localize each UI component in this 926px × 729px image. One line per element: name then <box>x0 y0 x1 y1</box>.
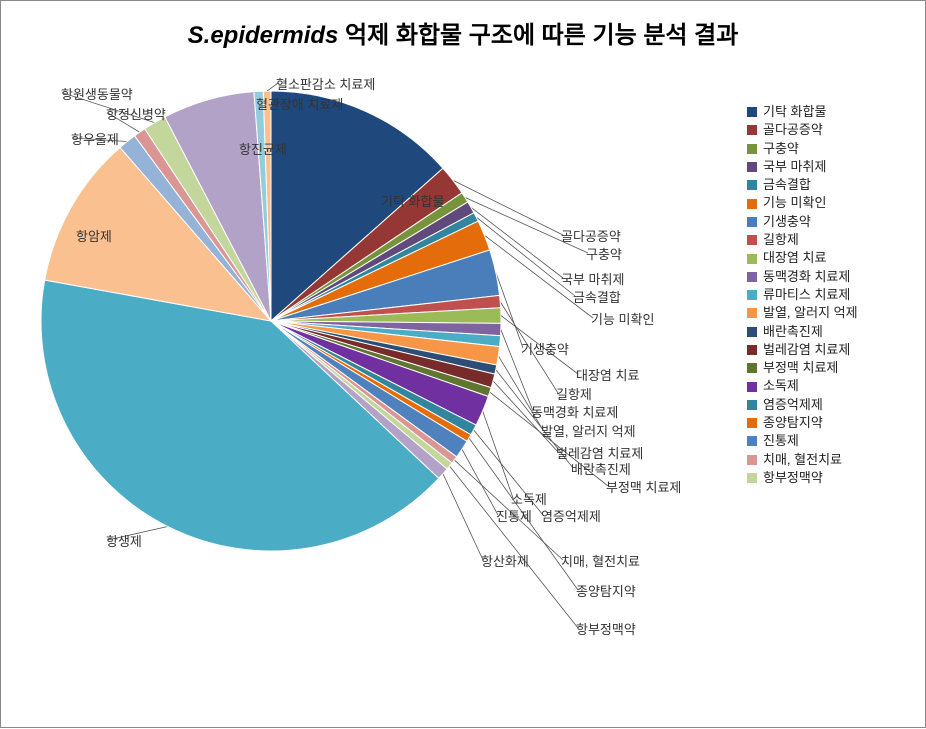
legend-swatch <box>747 363 757 373</box>
leader-line <box>501 316 578 374</box>
legend-item: 금속결합 <box>747 178 897 192</box>
slice-label: 항부정맥약 <box>576 619 636 638</box>
legend-label: 골다공증약 <box>763 123 823 137</box>
legend-label: 발열, 알러지 억제 <box>763 306 858 320</box>
slice-label: 벌레감염 치료제 <box>556 443 643 462</box>
legend-item: 길항제 <box>747 233 897 247</box>
legend-swatch <box>747 162 757 172</box>
slice-label: 구충약 <box>586 244 622 263</box>
legend-swatch <box>747 308 757 318</box>
legend-swatch <box>747 455 757 465</box>
legend-swatch <box>747 199 757 209</box>
legend-label: 배란촉진제 <box>763 325 823 339</box>
legend-item: 부정맥 치료제 <box>747 361 897 375</box>
slice-label: 골다공증약 <box>561 226 621 245</box>
legend-label: 벌레감염 치료제 <box>763 343 850 357</box>
legend-label: 류마티스 치료제 <box>763 288 850 302</box>
legend-swatch <box>747 180 757 190</box>
legend-label: 길항제 <box>763 233 799 247</box>
legend-swatch <box>747 473 757 483</box>
pie-chart <box>41 91 501 551</box>
legend-item: 종양탐지약 <box>747 416 897 430</box>
slice-label: 금속결합 <box>573 287 621 306</box>
leader-line <box>267 83 278 91</box>
legend-swatch <box>747 345 757 355</box>
legend-label: 종양탐지약 <box>763 416 823 430</box>
slice-label: 배란촉진제 <box>571 459 631 478</box>
slice-label: 길항제 <box>556 384 592 403</box>
legend-item: 기생충약 <box>747 215 897 229</box>
legend-label: 진통제 <box>763 434 799 448</box>
slice-label: 동맥경화 치료제 <box>531 402 618 421</box>
legend-swatch <box>747 235 757 245</box>
legend-swatch <box>747 254 757 264</box>
legend-item: 동맥경화 치료제 <box>747 270 897 284</box>
slice-label: 대장염 치료 <box>576 365 639 384</box>
slice-label: 진통제 <box>496 506 532 525</box>
legend-item: 국부 마취제 <box>747 160 897 174</box>
legend-item: 소독제 <box>747 379 897 393</box>
slice-label: 항산화제 <box>481 551 529 570</box>
legend-item: 기능 미확인 <box>747 196 897 210</box>
legend-item: 발열, 알러지 억제 <box>747 306 897 320</box>
legend-label: 대장염 치료 <box>763 251 826 265</box>
legend-label: 금속결합 <box>763 178 811 192</box>
slice-label: 발열, 알러지 억제 <box>541 421 636 440</box>
legend-label: 염증억제제 <box>763 398 823 412</box>
legend-item: 염증억제제 <box>747 398 897 412</box>
legend-swatch <box>747 217 757 227</box>
legend: 기탁 화합물골다공증약구충약국부 마취제금속결합기능 미확인기생충약길항제대장염… <box>747 101 897 489</box>
legend-label: 구충약 <box>763 142 799 156</box>
slice-label: 종양탐지약 <box>576 581 636 600</box>
legend-swatch <box>747 144 757 154</box>
legend-label: 항부정맥약 <box>763 471 823 485</box>
leader-line <box>490 392 608 486</box>
slice-label: 치매, 혈전치료 <box>561 551 640 570</box>
legend-item: 진통제 <box>747 434 897 448</box>
legend-swatch <box>747 272 757 282</box>
chart-title: S.epidermids 억제 화합물 구조에 따른 기능 분석 결과 <box>1 15 925 50</box>
leader-line <box>501 330 533 411</box>
legend-swatch <box>747 125 757 135</box>
legend-item: 류마티스 치료제 <box>747 288 897 302</box>
leader-line <box>493 381 558 452</box>
legend-swatch <box>747 418 757 428</box>
slice-label: 염증억제제 <box>541 506 601 525</box>
legend-swatch <box>747 290 757 300</box>
legend-label: 치매, 혈전치료 <box>763 453 842 467</box>
slice-label: 부정맥 치료제 <box>606 477 681 496</box>
legend-swatch <box>747 327 757 337</box>
legend-label: 기생충약 <box>763 215 811 229</box>
leader-line <box>496 370 573 468</box>
legend-swatch <box>747 436 757 446</box>
legend-item: 대장염 치료 <box>747 251 897 265</box>
title-rest: 억제 화합물 구조에 따른 기능 분석 결과 <box>338 22 738 49</box>
legend-item: 구충약 <box>747 142 897 156</box>
legend-swatch <box>747 400 757 410</box>
legend-swatch <box>747 107 757 117</box>
chart-frame: S.epidermids 억제 화합물 구조에 따른 기능 분석 결과 기탁 화… <box>0 0 926 728</box>
title-italic: S.epidermids <box>188 22 339 49</box>
legend-label: 국부 마취제 <box>763 160 826 174</box>
slice-label: 국부 마취제 <box>561 269 624 288</box>
slice-label: 기생충약 <box>521 339 569 358</box>
legend-item: 벌레감염 치료제 <box>747 343 897 357</box>
slice-label: 소독제 <box>511 489 547 508</box>
slice-label: 기능 미확인 <box>591 309 654 328</box>
legend-item: 골다공증약 <box>747 123 897 137</box>
legend-item: 기탁 화합물 <box>747 105 897 119</box>
legend-label: 소독제 <box>763 379 799 393</box>
leader-line <box>500 302 558 393</box>
legend-item: 항부정맥약 <box>747 471 897 485</box>
legend-label: 기탁 화합물 <box>763 105 826 119</box>
legend-item: 치매, 혈전치료 <box>747 453 897 467</box>
legend-label: 동맥경화 치료제 <box>763 270 850 284</box>
pie-wrap <box>41 91 501 551</box>
legend-label: 기능 미확인 <box>763 196 826 210</box>
legend-swatch <box>747 382 757 392</box>
legend-label: 부정맥 치료제 <box>763 361 838 375</box>
leader-line <box>498 356 543 430</box>
legend-item: 배란촉진제 <box>747 325 897 339</box>
